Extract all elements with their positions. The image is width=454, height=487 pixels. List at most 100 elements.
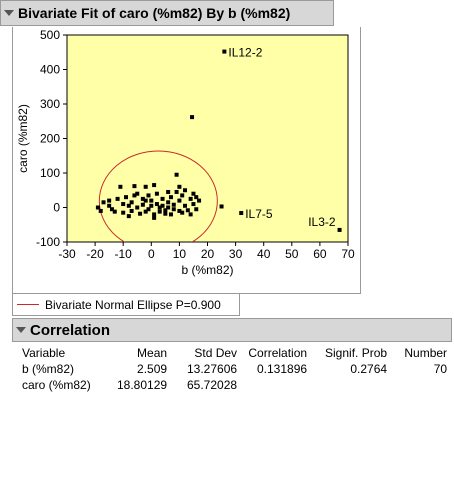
data-point[interactable] bbox=[188, 196, 193, 201]
x-tick-label: 50 bbox=[285, 247, 299, 261]
x-tick-label: 30 bbox=[229, 247, 243, 261]
disclosure-triangle-icon[interactable] bbox=[16, 327, 26, 333]
data-point[interactable] bbox=[121, 202, 126, 207]
x-tick-label: 10 bbox=[173, 247, 187, 261]
data-point[interactable] bbox=[191, 191, 196, 196]
data-point[interactable] bbox=[183, 188, 188, 193]
data-point[interactable] bbox=[126, 203, 131, 208]
data-point[interactable] bbox=[98, 208, 103, 213]
data-point[interactable] bbox=[126, 214, 131, 219]
data-point[interactable] bbox=[191, 202, 196, 207]
data-point[interactable] bbox=[118, 184, 123, 189]
column-header: Signif. Prob bbox=[325, 346, 388, 360]
data-point[interactable] bbox=[132, 193, 137, 198]
table-cell: 0.2764 bbox=[350, 362, 388, 376]
data-point[interactable] bbox=[177, 184, 182, 189]
data-point[interactable] bbox=[95, 205, 100, 210]
column-header: Mean bbox=[137, 346, 168, 360]
data-point[interactable] bbox=[152, 215, 157, 220]
data-point[interactable] bbox=[143, 184, 148, 189]
plot-frame: -30 -20 -10 0 10 20 30 40 50 60 70 -100 0 100 200 300 40… bbox=[12, 27, 361, 294]
x-axis-label: b (%m82) bbox=[181, 263, 233, 277]
report-title: Bivariate Fit of caro (%m82) By b (%m82) bbox=[18, 5, 291, 21]
y-tick-label: -100 bbox=[36, 235, 60, 249]
data-point[interactable] bbox=[222, 49, 227, 54]
data-point[interactable] bbox=[190, 115, 195, 120]
table-cell: 65.72028 bbox=[187, 378, 238, 392]
data-point[interactable] bbox=[174, 189, 179, 194]
y-tick-label: 300 bbox=[40, 97, 60, 111]
data-point[interactable] bbox=[115, 196, 120, 201]
data-point[interactable] bbox=[177, 198, 182, 203]
data-point[interactable] bbox=[146, 207, 151, 212]
legend-label: Bivariate Normal Ellipse P=0.900 bbox=[45, 297, 221, 312]
data-point[interactable] bbox=[219, 204, 224, 209]
data-point[interactable] bbox=[180, 210, 185, 215]
data-point[interactable] bbox=[174, 172, 179, 177]
data-point[interactable] bbox=[180, 193, 185, 198]
data-point[interactable] bbox=[160, 196, 165, 201]
data-point[interactable] bbox=[166, 189, 171, 194]
data-point[interactable] bbox=[143, 198, 148, 203]
data-point[interactable] bbox=[135, 205, 140, 210]
data-point[interactable] bbox=[129, 200, 134, 205]
data-point[interactable] bbox=[168, 212, 173, 217]
data-point[interactable] bbox=[149, 198, 154, 203]
data-point[interactable] bbox=[154, 202, 159, 207]
data-point[interactable] bbox=[239, 211, 244, 216]
data-point[interactable] bbox=[101, 200, 106, 205]
data-point[interactable] bbox=[132, 184, 137, 189]
plot-area[interactable] bbox=[66, 34, 349, 243]
data-point[interactable] bbox=[157, 205, 162, 210]
data-point[interactable] bbox=[107, 203, 112, 208]
data-point[interactable] bbox=[160, 203, 165, 208]
column-header: Number bbox=[404, 346, 448, 360]
data-point[interactable] bbox=[154, 191, 159, 196]
legend-line-swatch bbox=[17, 304, 39, 305]
correlation-title: Correlation bbox=[30, 321, 111, 339]
data-point[interactable] bbox=[146, 193, 151, 198]
data-point[interactable] bbox=[107, 198, 112, 203]
data-point[interactable] bbox=[171, 207, 176, 212]
x-tick-label: -20 bbox=[86, 247, 104, 261]
disclosure-triangle-icon[interactable] bbox=[4, 10, 14, 16]
data-point[interactable] bbox=[163, 208, 168, 213]
data-point[interactable] bbox=[168, 195, 173, 200]
data-point[interactable] bbox=[194, 195, 199, 200]
data-point[interactable] bbox=[129, 208, 134, 213]
data-point[interactable] bbox=[185, 208, 190, 213]
y-tick-label: 400 bbox=[40, 63, 60, 77]
column-header: Correlation bbox=[248, 346, 308, 360]
correlation-table: Variable Mean Std Dev Correlation Signif… bbox=[22, 345, 447, 393]
data-point[interactable] bbox=[197, 198, 202, 203]
data-point[interactable] bbox=[337, 227, 342, 232]
data-point[interactable] bbox=[157, 209, 162, 214]
data-point[interactable] bbox=[194, 207, 199, 212]
data-point[interactable] bbox=[171, 202, 176, 207]
data-point[interactable] bbox=[149, 203, 154, 208]
data-point[interactable] bbox=[109, 207, 114, 212]
data-point[interactable] bbox=[124, 195, 129, 200]
data-point[interactable] bbox=[138, 211, 143, 216]
data-point[interactable] bbox=[188, 212, 193, 217]
data-point[interactable] bbox=[177, 208, 182, 213]
data-point[interactable] bbox=[140, 202, 145, 207]
report-title-bar[interactable]: Bivariate Fit of caro (%m82) By b (%m82) bbox=[0, 0, 334, 26]
table-cell: caro (%m82) bbox=[22, 378, 91, 392]
data-point[interactable] bbox=[135, 191, 140, 196]
data-point[interactable] bbox=[183, 203, 188, 208]
data-point[interactable] bbox=[140, 196, 145, 201]
scatter-plot[interactable]: -30 -20 -10 0 10 20 30 40 50 60 70-100010020030040… bbox=[13, 27, 360, 293]
density-ellipse[interactable] bbox=[98, 150, 218, 251]
x-tick-label: -30 bbox=[58, 247, 76, 261]
table-cell: b (%m82) bbox=[22, 362, 75, 376]
correlation-header[interactable]: Correlation bbox=[12, 318, 452, 342]
data-point[interactable] bbox=[121, 210, 126, 215]
data-point[interactable] bbox=[112, 209, 117, 214]
data-point[interactable] bbox=[166, 205, 171, 210]
data-point[interactable] bbox=[163, 211, 168, 216]
data-point[interactable] bbox=[152, 183, 157, 188]
data-point[interactable] bbox=[152, 212, 157, 217]
data-point[interactable] bbox=[143, 209, 148, 214]
data-point[interactable] bbox=[166, 200, 171, 205]
